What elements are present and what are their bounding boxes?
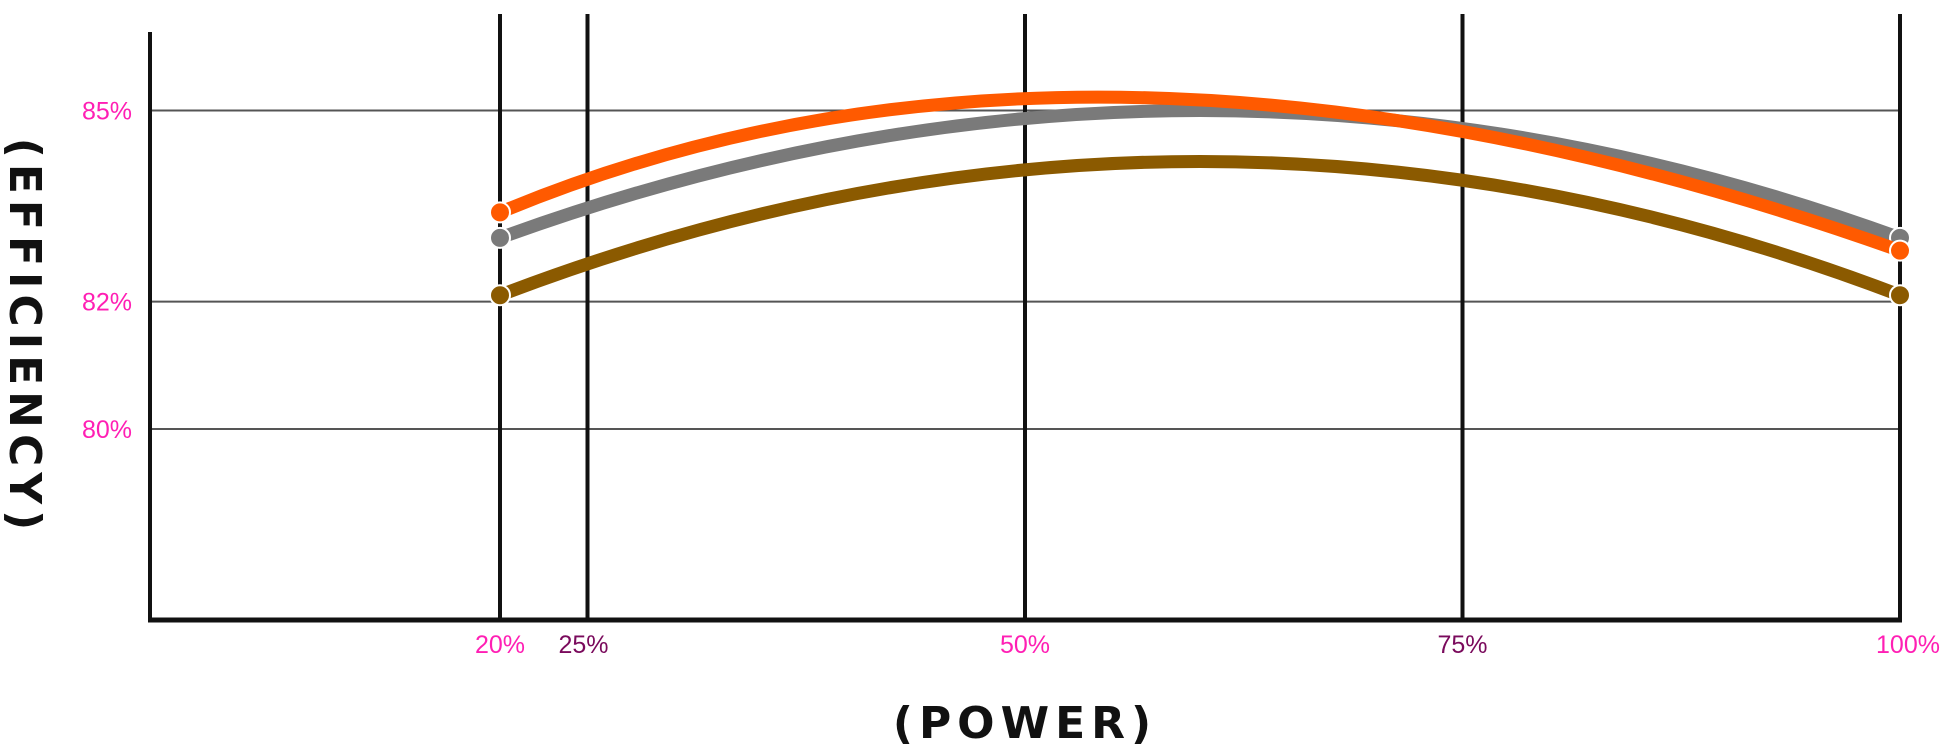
series-point (489, 201, 511, 224)
x-tick-label: 20% (475, 631, 525, 659)
series-point (1889, 284, 1911, 307)
y-tick-labels: 85% 82% 80% (82, 98, 132, 444)
x-tick-labels: 20% 25% 50% 75% 100% (475, 631, 1940, 659)
series-point (489, 226, 511, 249)
series-point (1889, 239, 1911, 262)
y-tick-label: 82% (82, 289, 132, 317)
series-line (493, 155, 1907, 302)
axes (148, 32, 1902, 623)
y-tick-label: 85% (82, 98, 132, 126)
series-line (493, 104, 1907, 245)
x-tick-label: 100% (1876, 631, 1940, 659)
x-tick-label: 25% (558, 631, 608, 659)
series-lines (489, 90, 1911, 307)
y-tick-label: 80% (82, 416, 132, 444)
x-tick-label: 75% (1437, 631, 1487, 659)
series-line (493, 90, 1907, 258)
y-axis-title: (EFFICIENCY) (0, 138, 50, 536)
x-axis-title: (POWER) (893, 698, 1157, 745)
series-point (489, 284, 511, 307)
x-tick-label: 50% (1000, 631, 1050, 659)
